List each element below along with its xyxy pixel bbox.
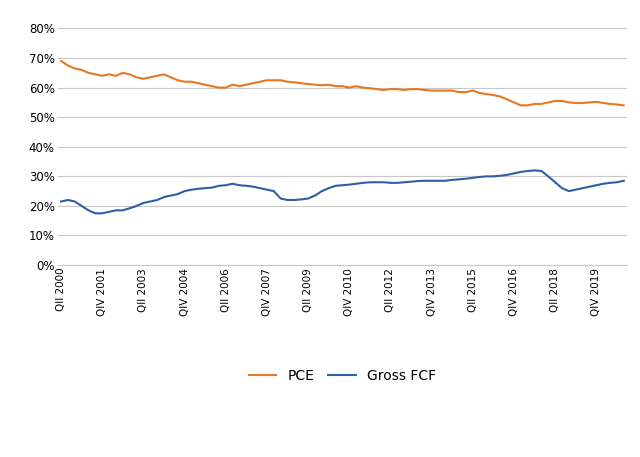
Gross FCF <box>99 211 106 216</box>
Legend: PCE, Gross FCF: PCE, Gross FCF <box>243 364 442 389</box>
Gross FCF <box>503 172 511 178</box>
PCE <box>140 76 147 81</box>
Line: Gross FCF: Gross FCF <box>61 170 624 213</box>
PCE <box>620 103 628 108</box>
Gross FCF <box>92 211 99 216</box>
PCE <box>57 58 65 64</box>
PCE <box>517 103 525 108</box>
PCE <box>394 86 401 92</box>
PCE <box>497 94 504 99</box>
Gross FCF <box>147 199 154 204</box>
Gross FCF <box>401 180 408 185</box>
PCE <box>462 89 470 95</box>
Line: PCE: PCE <box>61 61 624 106</box>
PCE <box>92 72 99 77</box>
Gross FCF <box>180 188 188 194</box>
Gross FCF <box>531 168 538 173</box>
Gross FCF <box>620 178 628 184</box>
Gross FCF <box>57 199 65 204</box>
Gross FCF <box>469 175 477 181</box>
PCE <box>174 78 182 83</box>
